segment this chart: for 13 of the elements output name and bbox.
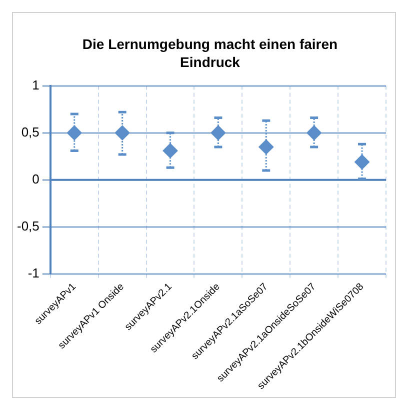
y-tick-label: -0,5	[16, 218, 40, 234]
chart-title: Die Lernumgebung macht einen fairen Eindruck	[81, 35, 339, 71]
point	[114, 125, 130, 140]
y-tick-label: -1	[28, 266, 40, 281]
point	[210, 125, 226, 140]
point	[258, 139, 274, 154]
y-tick-label: 0,5	[21, 124, 40, 140]
point	[162, 143, 178, 158]
point	[354, 154, 370, 170]
y-tick-label: 0	[32, 171, 40, 186]
point	[306, 125, 322, 140]
y-tick-label: 1	[32, 77, 40, 92]
point	[66, 125, 82, 140]
